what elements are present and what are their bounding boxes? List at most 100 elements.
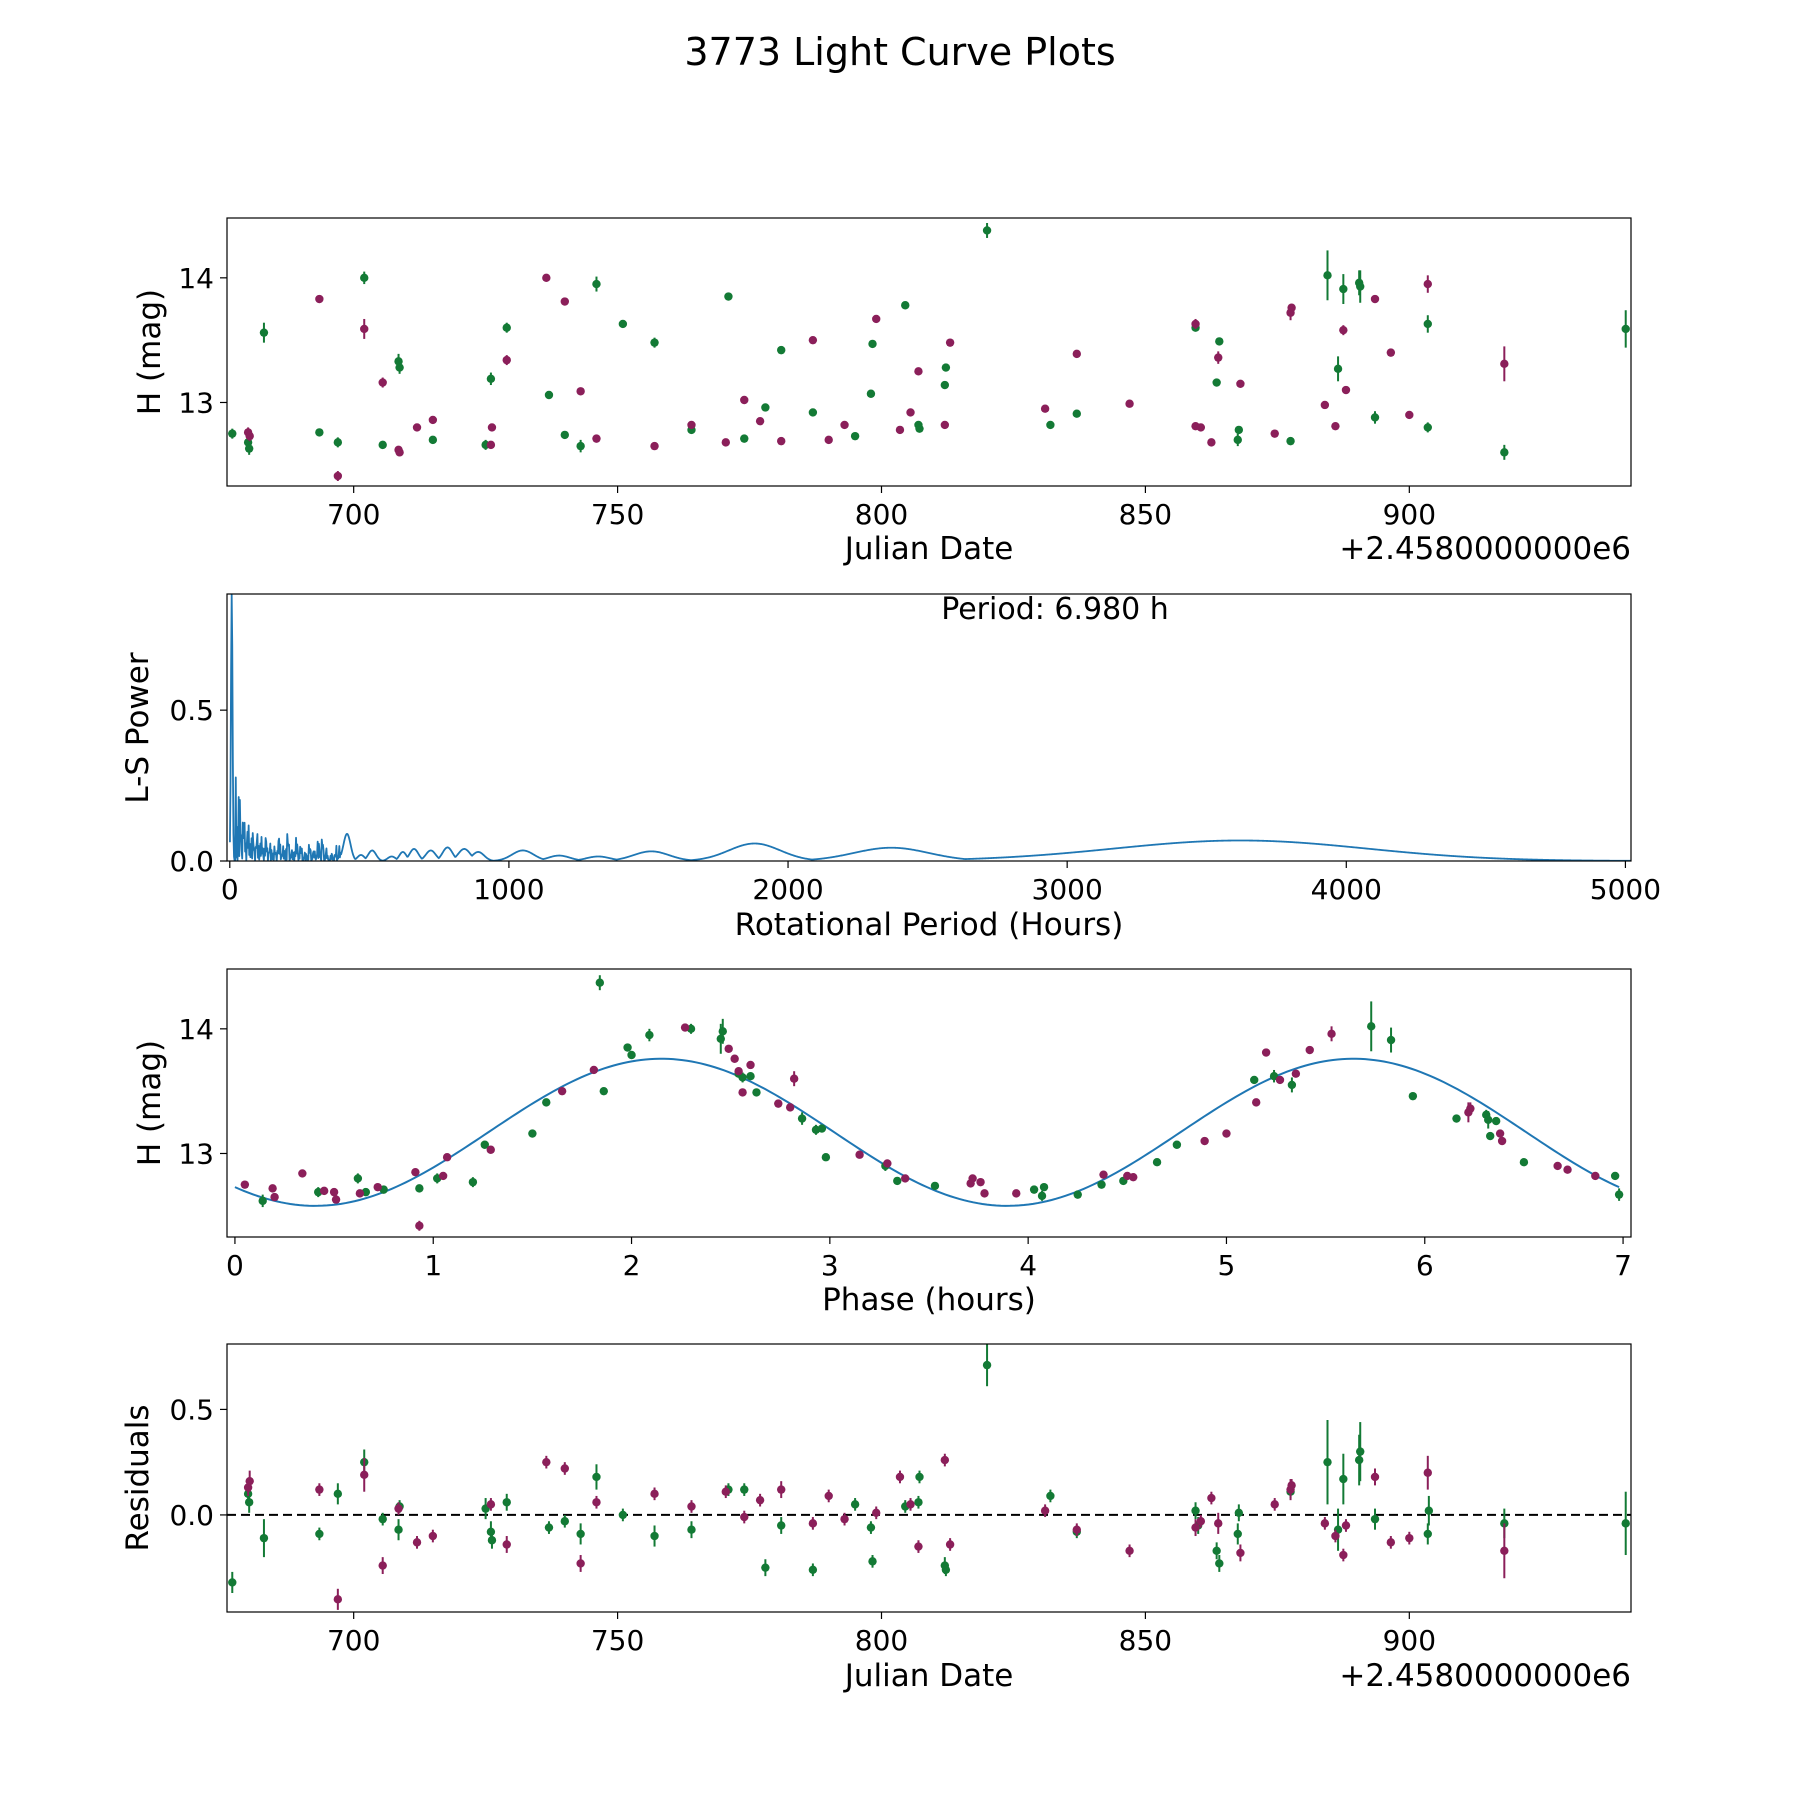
magenta-data-point [945, 338, 955, 347]
green-data-point [394, 1525, 403, 1534]
magenta-data-point [1386, 1538, 1396, 1547]
periodogram-x-tick-label: 3000 [1032, 873, 1103, 906]
green-data-point [850, 431, 860, 441]
magenta-data-point [906, 1500, 915, 1509]
periodogram-x-tick-label: 0 [221, 873, 239, 906]
magenta-data-point [557, 1086, 567, 1096]
residuals-ticks: 700 750 800 850 900 0.0 0.5 [169, 1393, 1436, 1657]
magenta-data-point [687, 1502, 696, 1511]
green-data-point [480, 1140, 489, 1149]
green-data-point [650, 1531, 659, 1541]
periodogram-x-tick-label: 4000 [1311, 873, 1382, 906]
green-data-point [1250, 1075, 1259, 1085]
green-data-point [850, 1500, 860, 1509]
green-data-point [724, 292, 733, 301]
magenta-data-point [976, 1177, 985, 1187]
magenta-data-point [1466, 1104, 1475, 1113]
magenta-data-point [373, 1182, 382, 1192]
magenta-data-point [968, 1174, 977, 1183]
magenta-data-point [1129, 1172, 1138, 1182]
magenta-data-point [1331, 1531, 1340, 1541]
magenta-data-point [438, 1171, 448, 1181]
green-data-point [542, 1098, 551, 1107]
green-data-point [1423, 319, 1432, 329]
green-data-point [797, 1114, 807, 1123]
lightcurve-points [228, 222, 1630, 482]
magenta-data-point [746, 1060, 755, 1070]
lightcurve-y-label: H (mag) [132, 289, 168, 415]
model-fit-curve [234, 1057, 1620, 1207]
magenta-data-point [906, 408, 915, 417]
green-data-point [486, 1527, 496, 1537]
green-data-point [777, 1521, 786, 1530]
residuals-points [227, 1344, 1631, 1610]
green-data-point [395, 363, 404, 372]
magenta-data-point [945, 1540, 955, 1549]
magenta-data-point [734, 1067, 743, 1076]
green-data-point [915, 424, 924, 433]
periodogram-x-tick-label: 2000 [752, 873, 823, 906]
residuals-x-tick-label: 750 [591, 1624, 644, 1657]
phased-x-tick-label: 3 [821, 1249, 839, 1282]
lightcurve-axes-frame [226, 217, 1632, 487]
green-data-point [576, 441, 585, 451]
phased-x-label: Phase (hours) [822, 1282, 1036, 1318]
green-data-point [1037, 1191, 1047, 1201]
green-data-point [1215, 1559, 1224, 1568]
magenta-data-point [1423, 1468, 1432, 1477]
magenta-data-point [1339, 325, 1348, 335]
magenta-data-point [1270, 1500, 1279, 1509]
magenta-data-point [1291, 1069, 1301, 1078]
green-data-point [761, 403, 770, 412]
green-data-point [761, 1563, 770, 1572]
magenta-data-point [1500, 359, 1509, 369]
magenta-data-point [1072, 349, 1081, 359]
green-data-point [333, 438, 343, 447]
periodogram-y-tick-label: 0.5 [169, 694, 214, 727]
green-data-point [1610, 1171, 1620, 1181]
magenta-data-point [428, 1531, 438, 1541]
green-data-point [808, 1565, 818, 1574]
green-data-point [1370, 1514, 1380, 1524]
green-data-point [1484, 1115, 1493, 1125]
magenta-data-point [576, 1559, 585, 1568]
green-data-point [1212, 1546, 1221, 1556]
figure-title: 3773 Light Curve Plots [684, 30, 1115, 74]
residuals-offset-text: +2.4580000000e6 [1339, 1658, 1631, 1694]
magenta-data-point [1305, 1045, 1314, 1055]
green-data-point [486, 374, 496, 383]
green-data-point [808, 408, 818, 417]
magenta-data-point [901, 1174, 910, 1183]
green-data-point [930, 1181, 940, 1191]
magenta-data-point [724, 1044, 733, 1053]
green-data-point [1233, 1529, 1242, 1539]
green-data-point [228, 429, 237, 438]
green-data-point [982, 226, 992, 235]
magenta-data-point [1591, 1171, 1600, 1181]
green-data-point [738, 1073, 747, 1082]
green-data-point [1287, 1080, 1297, 1090]
green-data-point [866, 1523, 876, 1532]
magenta-data-point [1207, 1493, 1216, 1503]
green-data-point [228, 1578, 237, 1587]
magenta-data-point [315, 1485, 324, 1494]
green-data-point [1519, 1158, 1529, 1167]
magenta-data-point [730, 1054, 739, 1063]
phased-x-tick-label: 2 [623, 1249, 641, 1282]
magenta-data-point [1191, 319, 1200, 329]
magenta-data-point [840, 420, 849, 430]
residuals-x-tick-label: 850 [1119, 1624, 1172, 1657]
magenta-data-point [355, 1189, 365, 1198]
magenta-data-point [650, 1489, 659, 1499]
phased-x-tick-label: 1 [424, 1249, 442, 1282]
green-data-point [333, 1489, 343, 1499]
green-data-point [394, 357, 403, 366]
magenta-data-point [777, 1485, 786, 1494]
residuals-y-tick-label: 0.5 [169, 1393, 214, 1426]
green-data-point [1423, 1529, 1432, 1539]
magenta-data-point [808, 335, 818, 345]
green-data-point [502, 1498, 511, 1507]
magenta-data-point [576, 387, 585, 396]
periodogram-y-tick-label: 0.0 [169, 845, 214, 878]
magenta-data-point [1040, 1506, 1050, 1515]
